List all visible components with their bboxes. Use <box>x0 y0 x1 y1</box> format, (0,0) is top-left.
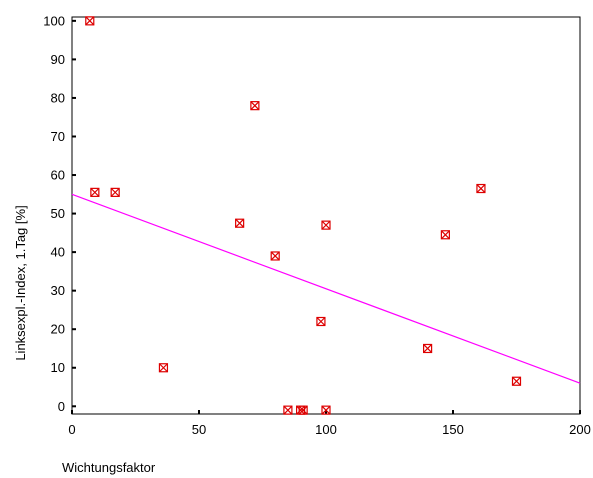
x-axis-ticks: 0 50 100 150 200 <box>68 410 591 437</box>
data-point <box>158 363 169 373</box>
y-tick-label: 90 <box>51 52 65 67</box>
x-axis-label: Wichtungsfaktor <box>62 460 156 475</box>
data-point <box>321 220 331 230</box>
y-tick-label: 70 <box>51 129 65 144</box>
y-tick-label: 40 <box>51 245 65 260</box>
x-tick-label: 0 <box>68 422 75 437</box>
y-tick-label: 20 <box>51 322 65 337</box>
data-point <box>476 183 486 194</box>
y-axis-label: Linksexpl.-Index, 1.Tag [%] <box>13 205 28 360</box>
y-tick-label: 0 <box>58 399 65 414</box>
data-point <box>511 376 522 386</box>
data-point <box>298 405 308 415</box>
y-tick-label: 80 <box>51 90 65 105</box>
x-tick-label: 200 <box>569 422 591 437</box>
data-point <box>423 343 433 354</box>
y-tick-label: 100 <box>43 13 65 28</box>
data-point <box>250 101 260 111</box>
data-point <box>85 16 95 26</box>
data-points <box>85 16 522 415</box>
x-tick-label: 100 <box>315 422 337 437</box>
y-tick-label: 30 <box>51 283 65 298</box>
y-axis-ticks: 0 10 20 30 40 50 60 70 80 90 100 <box>43 13 76 414</box>
y-tick-label: 50 <box>51 206 65 221</box>
x-tick-label: 50 <box>192 422 206 437</box>
data-point <box>316 316 326 327</box>
x-tick-label: 150 <box>442 422 464 437</box>
y-tick-label: 10 <box>51 360 65 375</box>
data-point <box>440 230 450 240</box>
data-point <box>110 187 120 197</box>
data-point <box>235 218 245 228</box>
y-tick-label: 60 <box>51 168 65 183</box>
data-point <box>283 405 293 415</box>
data-point <box>321 405 331 415</box>
data-point <box>90 187 100 197</box>
regression-line <box>71 193 581 384</box>
data-point <box>270 251 280 261</box>
